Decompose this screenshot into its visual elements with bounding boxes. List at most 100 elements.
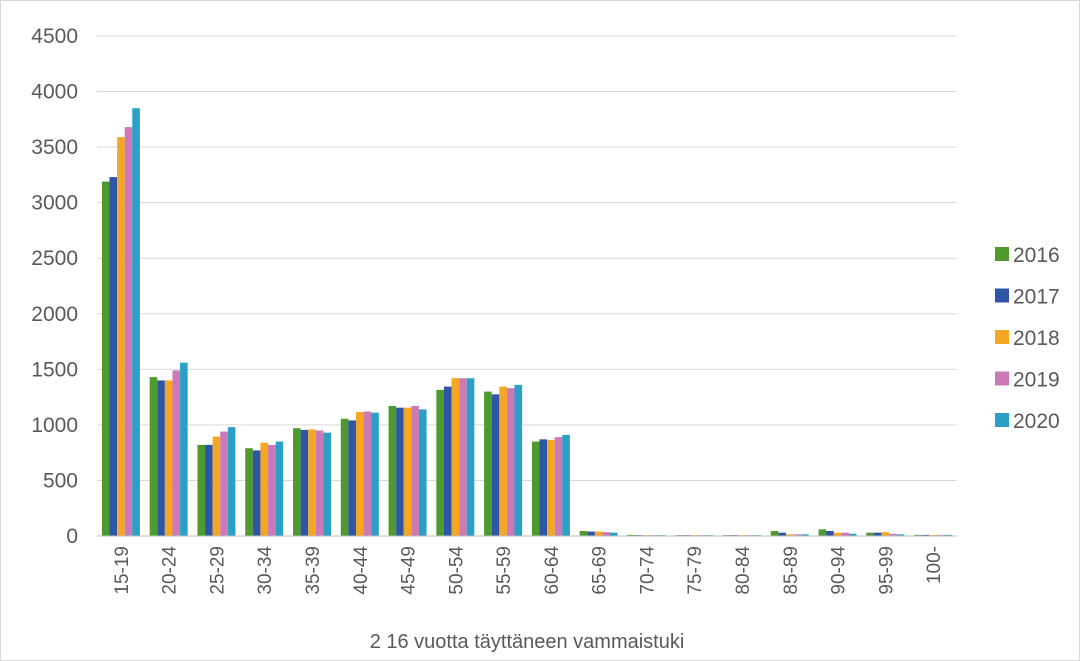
x-tick-label: 60-64 (542, 546, 563, 595)
bar-2020-55-59 (514, 384, 523, 536)
y-tick-label: 3000 (31, 192, 78, 215)
bar-2020-40-44 (371, 412, 379, 536)
y-tick-label: 2000 (31, 303, 78, 326)
x-tick-label: 85-89 (781, 546, 802, 595)
bar-2016-15-19 (101, 181, 110, 537)
bar-2018-50-54 (451, 378, 460, 536)
bar-2019-95-99 (889, 533, 897, 536)
bar-2016-85-89 (770, 531, 779, 536)
bar-2016-65-69 (579, 531, 588, 536)
x-tick-label: 15-19 (112, 546, 133, 595)
bar-2019-65-69 (602, 532, 611, 536)
x-tick-label: 20-24 (160, 546, 181, 595)
bar-2017-20-24 (157, 380, 165, 536)
bar-2018-35-39 (308, 429, 316, 536)
bar-2017-55-59 (491, 394, 500, 536)
bar-2020-95-99 (896, 534, 905, 536)
x-tick-label: 100- (924, 546, 945, 584)
y-tick-label: 0 (66, 525, 78, 548)
bar-2018-95-99 (881, 532, 890, 536)
bar-2019-20-24 (172, 370, 181, 536)
legend-swatch (995, 288, 1009, 303)
bar-2020-20-24 (180, 362, 188, 536)
bar-2016-25-29 (197, 444, 206, 536)
bar-2018-55-59 (499, 386, 507, 536)
legend-item: 2018 (995, 327, 1060, 350)
bar-2016-55-59 (484, 391, 492, 536)
bar-2018-25-29 (212, 436, 221, 536)
bar-2019-55-59 (506, 388, 515, 536)
bar-2019-60-64 (554, 437, 563, 536)
bar-2018-45-49 (403, 407, 412, 536)
bar-2019-90-94 (841, 532, 849, 536)
bar-2020-15-19 (132, 108, 140, 536)
bars (101, 108, 953, 537)
x-tick-label: 25-29 (207, 546, 228, 595)
legend-label: 2017 (1013, 286, 1060, 309)
legend-label: 2018 (1013, 327, 1060, 350)
bar-2017-15-19 (109, 177, 118, 536)
bar-2019-15-19 (124, 127, 133, 536)
bar-2016-70-74 (627, 534, 636, 536)
bar-2017-100- (921, 534, 930, 536)
bar-2016-35-39 (293, 428, 301, 536)
bar-2018-20-24 (164, 380, 173, 536)
x-tick-label: 30-34 (255, 546, 276, 595)
bar-2018-15-19 (117, 137, 125, 536)
x-tick-label: 75-79 (685, 546, 706, 595)
bar-2017-95-99 (873, 532, 882, 536)
bar-2017-90-94 (826, 531, 834, 536)
x-tick-label: 35-39 (303, 546, 324, 595)
bar-2016-95-99 (866, 532, 874, 536)
y-tick-label: 1500 (31, 358, 78, 381)
x-tick-label: 80-84 (733, 546, 754, 595)
bar-2020-90-94 (848, 533, 857, 536)
bar-2017-35-39 (300, 429, 309, 536)
bar-2017-65-69 (587, 531, 595, 536)
x-tick-label: 55-59 (494, 546, 515, 595)
x-axis-title: 2 16 vuotta täyttäneen vammaistuki (370, 631, 685, 653)
bar-2018-85-89 (785, 534, 794, 536)
bar-2016-50-54 (436, 389, 444, 536)
bar-2018-100- (929, 534, 937, 536)
legend-item: 2019 (995, 369, 1060, 392)
bar-2019-85-89 (793, 534, 802, 536)
gridlines (97, 35, 957, 481)
bar-2019-45-49 (411, 406, 419, 536)
y-tick-label: 1000 (31, 414, 78, 437)
bar-2020-85-89 (801, 534, 809, 536)
x-tick-label: 90-94 (829, 546, 850, 595)
bar-2020-35-39 (323, 432, 331, 536)
legend-item: 2017 (995, 286, 1060, 309)
x-tick-label: 95-99 (876, 546, 897, 595)
legend-swatch (995, 371, 1009, 386)
bar-2020-45-49 (418, 409, 427, 536)
legend-swatch (995, 247, 1009, 261)
bar-2020-60-64 (562, 434, 570, 536)
bar-2016-60-64 (531, 441, 540, 536)
y-tick-label: 3500 (31, 136, 78, 159)
y-axis-ticks: 0 500 1000 1500 2000 2500 3000 3500 4000 4500 (31, 25, 78, 548)
bar-2020-65-69 (610, 532, 618, 536)
legend: 2016 2017 2018 2019 2020 (995, 244, 1060, 433)
bar-2020-50-54 (466, 378, 475, 536)
y-tick-label: 500 (43, 469, 78, 492)
x-axis-ticks: 15-19 20-24 25-29 30-34 35-39 40-44 45-49 50-54… (112, 546, 945, 595)
bar-2020-30-34 (275, 441, 284, 536)
y-tick-label: 4000 (31, 81, 78, 104)
x-tick-label: 45-49 (399, 546, 420, 595)
bar-2018-65-69 (594, 531, 603, 536)
bar-2019-30-34 (268, 444, 276, 536)
bar-2019-25-29 (220, 431, 228, 536)
legend-label: 2020 (1013, 410, 1060, 433)
bar-2017-30-34 (252, 450, 261, 536)
legend-item: 2016 (995, 244, 1060, 267)
legend-label: 2016 (1013, 244, 1060, 267)
x-tick-label: 50-54 (446, 546, 467, 595)
bar-2016-45-49 (388, 406, 397, 536)
y-tick-label: 4500 (31, 25, 78, 48)
bar-2019-35-39 (315, 430, 324, 536)
bar-2016-100- (914, 534, 922, 536)
bar-2016-90-94 (818, 529, 827, 536)
